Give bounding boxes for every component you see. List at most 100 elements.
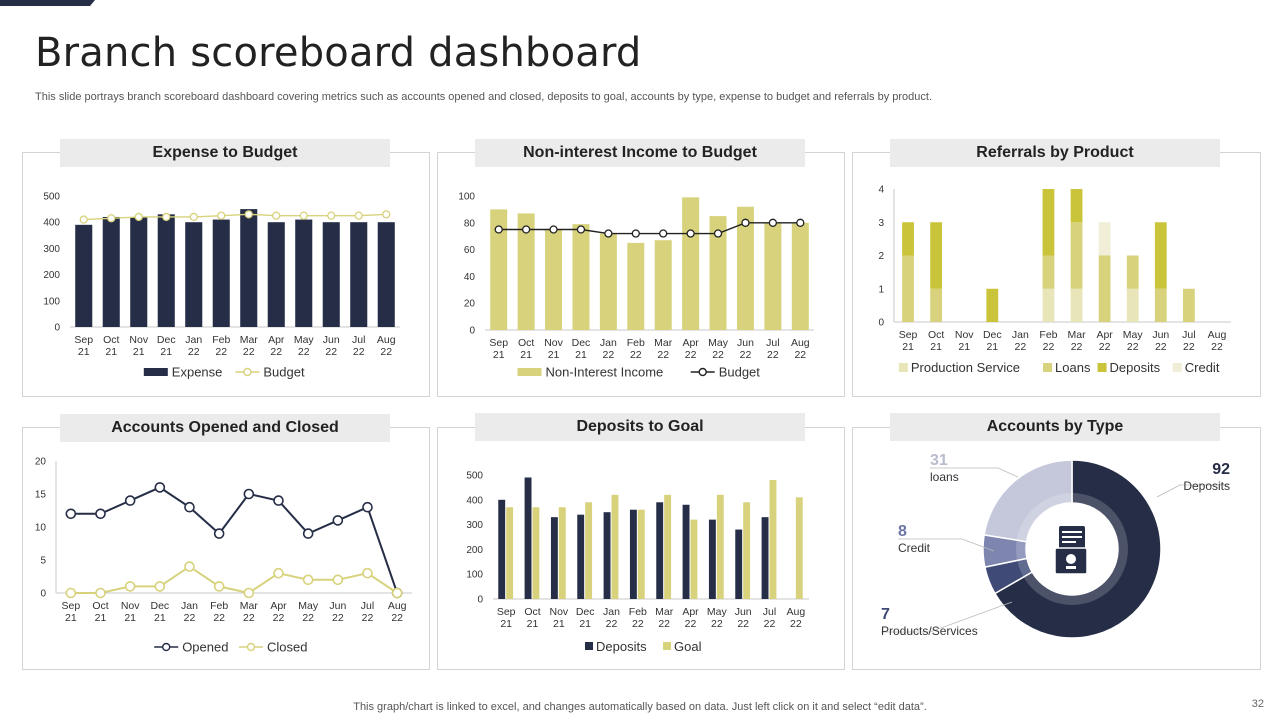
- x-tick-label: 22: [332, 612, 344, 624]
- x-tick-label: Mar: [654, 337, 673, 349]
- bar-non-interest-income: [709, 216, 727, 330]
- referrals-chart[interactable]: 01234Sep21Oct21Nov21Dec21Jan22Feb22Mar22…: [852, 152, 1259, 395]
- budget-point: [576, 225, 586, 234]
- y-tick-label: 1: [878, 284, 884, 295]
- x-tick-label: Jan: [181, 600, 198, 612]
- legend-label: Expense: [172, 365, 223, 380]
- x-tick-label: 21: [958, 341, 970, 353]
- expense-heading: Expense to Budget: [60, 139, 390, 167]
- referrals-heading: Referrals by Product: [890, 139, 1220, 167]
- x-tick-label: Oct: [518, 337, 534, 349]
- x-tick-label: Feb: [627, 337, 645, 349]
- point-closed: [95, 587, 106, 599]
- x-tick-label: May: [1123, 329, 1144, 341]
- x-tick-label: May: [707, 606, 728, 618]
- bar-expense: [350, 222, 368, 327]
- x-tick-label: 22: [630, 349, 642, 361]
- y-tick-label: 10: [35, 523, 47, 534]
- credit-label: Credit: [898, 541, 931, 555]
- x-tick-label: Aug: [388, 600, 407, 612]
- bar-non-interest-income: [627, 242, 645, 330]
- x-tick-label: 21: [154, 612, 166, 624]
- bar-non-interest-income: [654, 240, 672, 330]
- legend-label: Production Service: [911, 360, 1020, 375]
- x-tick-label: 22: [188, 346, 200, 358]
- legend-swatch: [143, 368, 168, 376]
- bar-goal: [585, 502, 593, 599]
- x-tick-label: Mar: [240, 334, 259, 346]
- bar-expense: [322, 222, 340, 327]
- budget-point: [659, 229, 668, 238]
- bar-deposits: [902, 222, 914, 256]
- x-tick-label: Feb: [210, 600, 228, 612]
- budget-point: [272, 211, 281, 220]
- expense-chart[interactable]: 0100200300400500Sep21Oct21Nov21Dec21Jan2…: [22, 152, 428, 395]
- bar-non-interest-income: [599, 233, 617, 330]
- x-tick-label: 22: [658, 618, 670, 630]
- bar-deposits: [1042, 189, 1055, 256]
- x-tick-label: 22: [712, 349, 724, 361]
- x-tick-label: Jul: [361, 600, 374, 612]
- point-closed: [302, 574, 314, 586]
- x-tick-label: Mar: [240, 600, 259, 612]
- bar-loans: [1098, 255, 1111, 322]
- y-tick-label: 200: [43, 270, 60, 281]
- x-tick-label: Aug: [791, 337, 810, 349]
- x-tick-label: 21: [527, 618, 539, 630]
- x-tick-label: 22: [1015, 341, 1027, 353]
- x-tick-label: 22: [302, 612, 314, 624]
- x-tick-label: Aug: [786, 606, 805, 618]
- bar-goal: [743, 502, 751, 599]
- y-tick-label: 15: [35, 490, 47, 501]
- x-tick-label: 22: [657, 349, 669, 361]
- x-tick-label: 21: [579, 618, 591, 630]
- corner-accent: [0, 0, 95, 6]
- point-closed: [391, 587, 403, 599]
- referrals-panel: [852, 152, 1261, 397]
- x-tick-label: Oct: [103, 334, 119, 346]
- legend-label: Credit: [1185, 360, 1220, 375]
- x-tick-label: 22: [737, 618, 749, 630]
- y-tick-label: 0: [54, 323, 60, 334]
- x-tick-label: 21: [78, 346, 90, 358]
- bar-deposits: [550, 517, 558, 599]
- x-tick-label: Oct: [92, 600, 108, 612]
- x-tick-label: Sep: [74, 334, 93, 346]
- x-tick-label: 22: [273, 612, 285, 624]
- y-tick-label: 0: [477, 595, 483, 606]
- x-tick-label: Aug: [1208, 329, 1227, 341]
- page-subtitle: This slide portrays branch scoreboard da…: [35, 91, 933, 103]
- income-chart[interactable]: 020406080100Sep21Oct21Nov21Dec21Jan22Feb…: [437, 152, 843, 395]
- bar-goal: [716, 494, 724, 599]
- legend-marker: [161, 642, 171, 652]
- budget-point: [741, 218, 750, 227]
- x-tick-label: 22: [603, 349, 615, 361]
- x-tick-label: 21: [124, 612, 136, 624]
- bar-expense: [267, 222, 285, 327]
- x-tick-label: 22: [353, 346, 365, 358]
- leader-line: [898, 538, 995, 552]
- series-line-budget: [498, 222, 801, 235]
- x-tick-label: Oct: [928, 329, 944, 341]
- x-tick-label: 22: [1183, 341, 1195, 353]
- x-tick-label: Jul: [1182, 329, 1195, 341]
- x-tick-label: 22: [270, 346, 282, 358]
- x-tick-label: 22: [790, 618, 802, 630]
- accounts-chart[interactable]: 05101520Sep21Oct21Nov21Dec21Jan22Feb22Ma…: [22, 427, 428, 668]
- x-tick-label: 22: [1043, 341, 1055, 353]
- y-tick-label: 4: [878, 185, 884, 196]
- label-products: 7 Products/Services: [881, 606, 978, 638]
- x-tick-label: Dec: [157, 334, 176, 346]
- budget-point: [521, 225, 531, 234]
- x-tick-label: 21: [930, 341, 942, 353]
- budget-point: [107, 214, 116, 223]
- legend-swatch: [1097, 363, 1107, 372]
- x-tick-label: Jan: [1012, 329, 1029, 341]
- x-tick-label: Jul: [352, 334, 365, 346]
- x-tick-label: Sep: [497, 606, 516, 618]
- bar-loans: [930, 288, 943, 322]
- deposits-chart[interactable]: 0100200300400500Sep21Oct21Nov21Dec21Jan2…: [437, 427, 843, 668]
- budget-point: [686, 229, 695, 238]
- bar-deposits: [603, 512, 611, 599]
- x-tick-label: Dec: [150, 600, 169, 612]
